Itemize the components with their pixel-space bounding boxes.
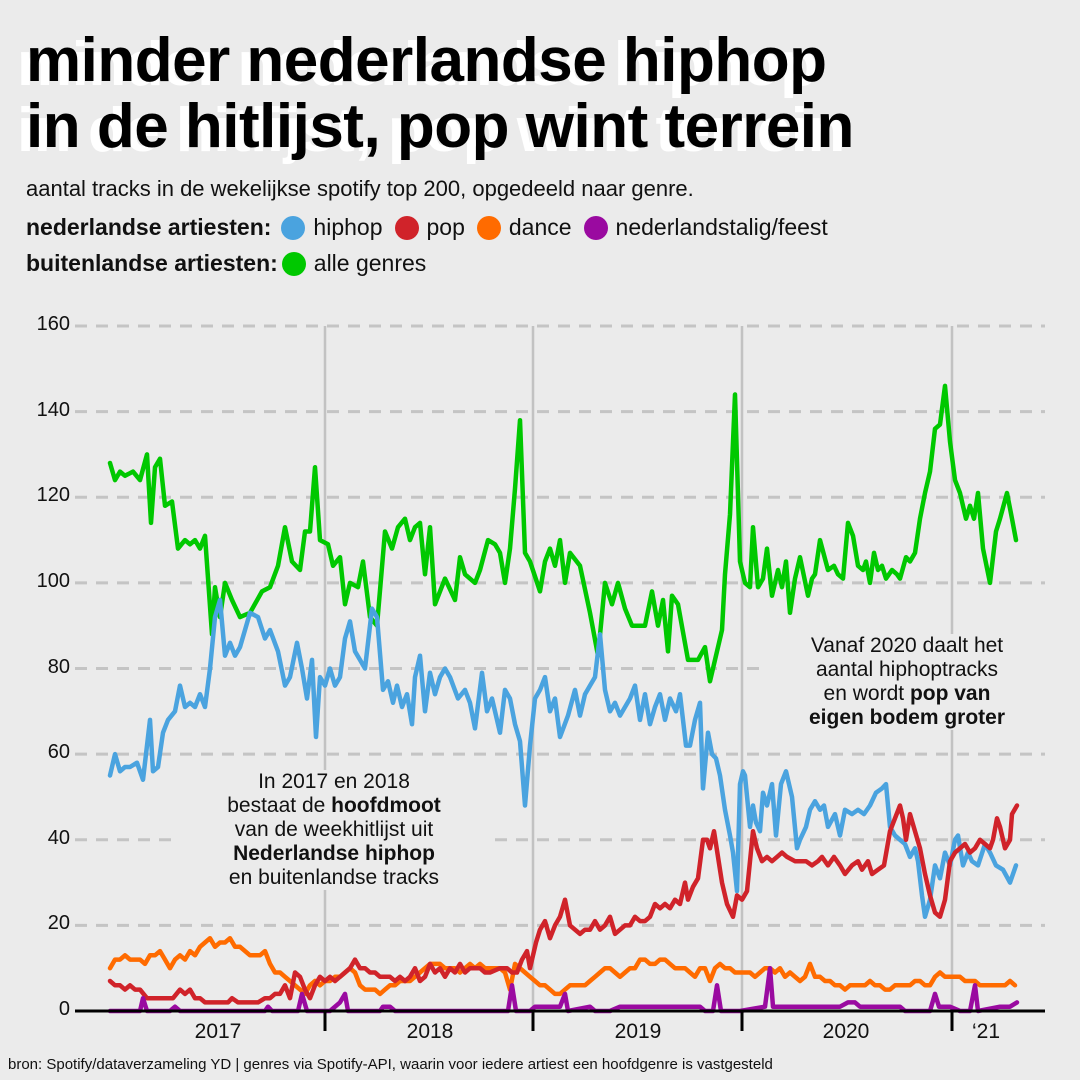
annotation-text: en wordt <box>823 682 910 705</box>
y-tick-label: 100 <box>36 569 70 592</box>
legend-group-label: buitenlandse artiesten: <box>26 250 278 276</box>
legend-item-feest: nederlandstalig/feest <box>583 214 828 241</box>
legend-dutch: nederlandse artiesten: hiphop pop dance … <box>26 214 840 241</box>
annotation-2017-2018: In 2017 en 2018 bestaat de hoofdmoot van… <box>180 770 488 890</box>
legend-dot-icon <box>394 215 419 240</box>
chart-title: minder nederlandse hiphop in de hitlijst… <box>26 28 854 160</box>
annotation-bold: pop van <box>909 682 991 705</box>
title-line-1: minder nederlandse hiphop <box>26 26 827 95</box>
series-line-alle-genres <box>107 383 1019 684</box>
legend-item-hiphop: hiphop <box>281 214 383 241</box>
y-tick-label: 60 <box>47 741 70 764</box>
annotation-bold: hoofdmoot <box>331 794 441 817</box>
legend-dot-icon <box>281 215 306 240</box>
y-tick-label: 40 <box>47 826 70 849</box>
title-line-2: in de hitlijst, pop wint terrein <box>26 92 854 161</box>
y-tick-label: 140 <box>36 398 70 421</box>
series-line-dance <box>107 935 1018 997</box>
x-tick-label: 2017 <box>194 1020 242 1043</box>
series-line-pop <box>107 803 1020 1005</box>
annotation-line: van de weekhitlijst uit <box>234 818 434 841</box>
annotation-text: bestaat de <box>227 794 332 817</box>
source-note: bron: Spotify/dataverzameling YD | genre… <box>8 1056 773 1073</box>
legend-item-dance: dance <box>476 214 572 241</box>
x-tick-label: 2018 <box>406 1020 454 1043</box>
x-tick-label: 2020 <box>822 1020 870 1043</box>
annotation-line: Vanaf 2020 daalt het <box>810 634 1004 657</box>
annotation-line: en buitenlandse tracks <box>228 866 440 889</box>
legend-label: hiphop <box>313 214 383 240</box>
legend-item-pop: pop <box>394 214 465 241</box>
legend-dot-icon <box>281 251 306 276</box>
annotation-line: bestaat de hoofdmoot <box>184 794 484 818</box>
legend-dot-icon <box>583 215 608 240</box>
legend-item-alle-genres: alle genres <box>281 250 427 277</box>
legend-label: nederlandstalig/feest <box>615 214 828 240</box>
y-tick-label: 20 <box>47 912 70 935</box>
chart-subtitle: aantal tracks in de wekelijkse spotify t… <box>26 176 694 201</box>
legend-group-label: nederlandse artiesten: <box>26 214 272 240</box>
y-tick-label: 120 <box>36 484 70 507</box>
legend-label: alle genres <box>313 250 427 276</box>
x-tick-label: 2019 <box>614 1020 662 1043</box>
legend-label: dance <box>508 214 572 240</box>
x-tick-label: ‘21 <box>971 1020 1001 1043</box>
legend-label: pop <box>426 214 465 240</box>
annotation-2020: Vanaf 2020 daalt het aantal hiphoptracks… <box>768 634 1046 730</box>
annotation-line: en wordt pop van <box>772 682 1042 706</box>
y-tick-label: 80 <box>47 655 70 678</box>
y-tick-label: 160 <box>36 313 70 335</box>
legend-dot-icon <box>476 215 501 240</box>
series-line-hiphop <box>107 597 1019 920</box>
annotation-bold: Nederlandse hiphop <box>233 842 435 865</box>
annotation-line: aantal hiphoptracks <box>815 658 999 681</box>
annotation-line: In 2017 en 2018 <box>258 770 410 793</box>
y-tick-label: 0 <box>58 998 70 1020</box>
legend-foreign: buitenlandse artiesten: alle genres <box>26 250 438 277</box>
annotation-bold: eigen bodem groter <box>808 706 1006 729</box>
